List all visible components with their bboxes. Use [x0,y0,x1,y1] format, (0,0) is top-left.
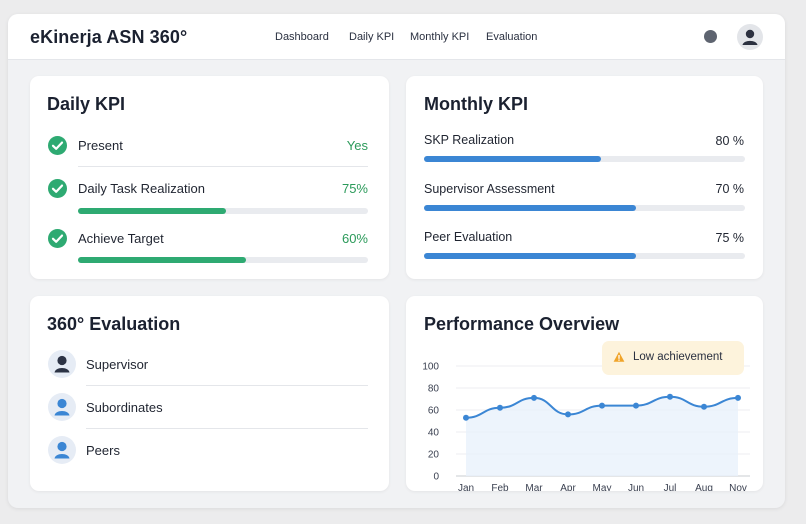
achieve-target-label: Achieve Target [78,231,164,246]
daily-present-value: Yes [346,138,368,153]
peer-evaluation-progress-bar [424,253,745,259]
x-tick-label: Aug [695,483,713,491]
skp-realization-label: SKP Realization [424,133,515,147]
daily-kpi-title: Daily KPI [47,94,126,114]
peers-person-icon [48,436,76,464]
nav-daily-kpi[interactable]: Daily KPI [349,31,395,43]
eval-peers-label[interactable]: Peers [86,443,120,458]
y-tick-label: 80 [428,384,440,395]
divider [78,166,368,167]
x-tick-label: May [593,483,612,491]
skp-realization-progress-fill [424,156,601,162]
supervisor-assessment-progress-bar [424,205,745,211]
daily-present-label: Present [78,138,123,153]
series-area [466,396,738,476]
x-tick-label: Jul [664,483,677,491]
subordinates-person-icon [48,393,76,421]
x-tick-label: Nov [729,483,747,491]
avatar[interactable] [737,24,763,50]
evaluation-360-title: 360° Evaluation [47,314,181,334]
data-point[interactable] [497,404,503,411]
data-point[interactable] [599,402,605,409]
status-dot-icon[interactable] [704,30,717,43]
y-tick-label: 40 [428,428,440,439]
skp-realization-progress-bar [424,156,745,162]
x-tick-label: Jan [458,483,474,491]
data-point[interactable] [531,394,537,401]
peer-evaluation-progress-fill [424,253,636,259]
daily-task-value: 75% [341,181,368,196]
performance-title: Performance Overview [424,314,620,334]
performance-card: Performance Overview 0 20 40 60 80 100 Jan Feb M… [406,296,763,491]
supervisor-person-icon [48,350,76,378]
nav-dashboard[interactable]: Dashboard [275,31,329,43]
y-tick-label: 0 [433,472,439,483]
eval-subordinates-label[interactable]: Subordinates [86,400,163,415]
data-point[interactable] [735,394,741,401]
daily-task-progress-bar [78,208,368,214]
x-tick-label: Mar [525,483,543,491]
app-window: eKinerja ASN 360° Dashboard Daily KPI Mo… [8,14,785,508]
evaluation-360-card: 360° Evaluation Supervisor Subordinates … [30,296,389,491]
warning-icon [613,351,625,362]
x-tick-label: Jun [628,483,644,491]
y-tick-label: 100 [422,362,439,373]
achieve-target-value: 60% [341,231,368,246]
achieve-target-progress-fill [78,257,247,263]
low-achievement-tooltip: Low achievement [602,341,744,375]
supervisor-assessment-value: 70 % [715,182,745,196]
top-bar: eKinerja ASN 360° Dashboard Daily KPI Mo… [8,14,785,60]
y-tick-label: 20 [428,450,440,461]
daily-task-progress-fill [78,208,226,214]
x-tick-label: Feb [491,483,509,491]
performance-line-chart: 0 20 40 60 80 100 Jan Feb Mar Apr May Jun Jul Aug Nov [422,362,750,491]
user-avatar-icon [742,29,758,45]
data-point[interactable] [463,414,469,421]
peer-evaluation-value: 75 % [715,231,745,245]
monthly-kpi-title: Monthly KPI [424,94,528,114]
divider [86,428,368,429]
achieve-target-progress-bar [78,257,368,263]
data-point[interactable] [701,403,707,410]
skp-realization-value: 80 % [715,134,745,148]
app-title: eKinerja ASN 360° [30,27,188,47]
check-circle-icon [48,136,67,155]
divider [86,385,368,386]
check-circle-icon [48,179,67,198]
nav-evaluation[interactable]: Evaluation [486,31,538,43]
peer-evaluation-label: Peer Evaluation [424,230,513,244]
eval-supervisor-label[interactable]: Supervisor [86,357,149,372]
tooltip-text: Low achievement [633,351,723,363]
data-point[interactable] [633,402,639,409]
data-point[interactable] [667,393,673,400]
monthly-kpi-card: Monthly KPI SKP Realization 80 % Supervi… [406,76,763,279]
supervisor-assessment-label: Supervisor Assessment [424,182,555,196]
check-circle-icon [48,229,67,248]
supervisor-assessment-progress-fill [424,205,636,211]
y-tick-label: 60 [428,406,440,417]
nav-monthly-kpi[interactable]: Monthly KPI [410,31,470,43]
x-tick-label: Apr [560,483,576,491]
daily-kpi-card: Daily KPI Present Yes Daily Task Realiza… [30,76,389,279]
daily-task-label: Daily Task Realization [78,181,205,196]
data-point[interactable] [565,411,571,418]
